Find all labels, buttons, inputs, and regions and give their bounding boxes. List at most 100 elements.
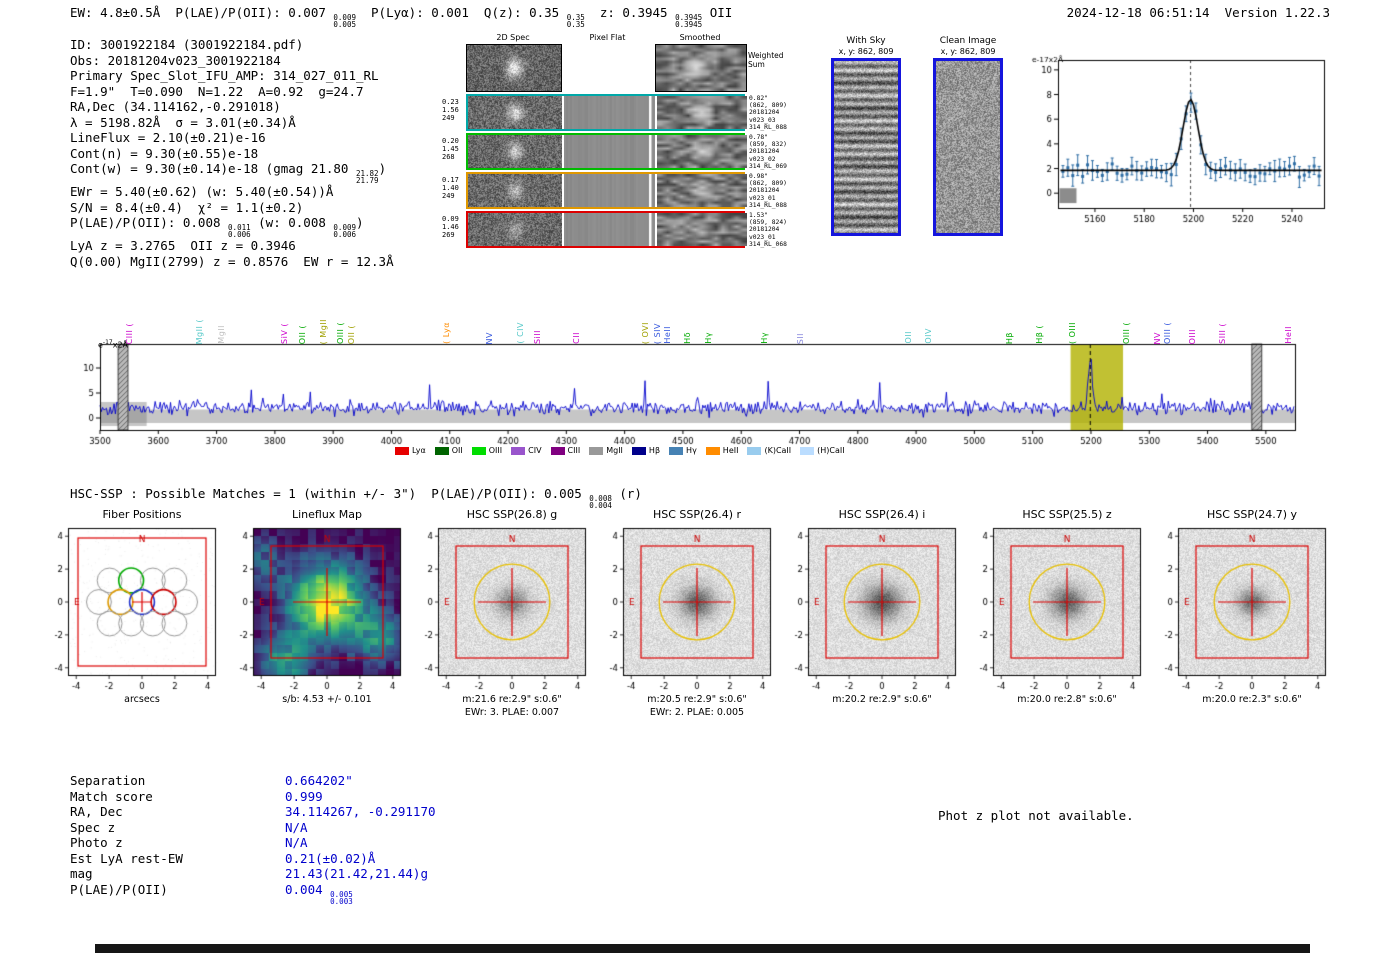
annotation-line: (859, 832) [749, 141, 787, 149]
fiber-weights: 0.09 1.46 269 [442, 215, 464, 240]
table-row-value: N/A [285, 820, 308, 836]
cutout-title-fiber: Fiber Positions [102, 508, 182, 521]
info-line: λ = 5198.82Å σ = 3.01(±0.34)Å [70, 115, 394, 131]
fraction-bottom: 0.35 [566, 20, 585, 29]
line-label: OIV [923, 328, 933, 344]
line-label: SiV ( [279, 323, 289, 344]
stacked-fraction: 0.009 0.005 [333, 14, 356, 29]
legend-item: Hβ [631, 446, 660, 455]
legend-swatch [589, 446, 604, 455]
table-row: Separation 0.664202" [70, 773, 436, 789]
fraction-bottom: 0.006 [228, 230, 251, 239]
annotation-line: 20181204 [749, 109, 780, 117]
text-segment: N/A [285, 819, 308, 835]
legend-swatch [471, 446, 486, 455]
legend-item: MgII [589, 446, 623, 455]
fiber-weights: 0.20 1.45 268 [442, 137, 464, 162]
fiber-annotation: 1.53" (859, 824) 20181204 v023_01 314_RL_068 [749, 212, 795, 248]
text-segment: ID: 3001922184 (3001922184.pdf) [70, 37, 304, 52]
info-line: F=1.9" T=0.090 N=1.22 A=0.92 g=24.7 [70, 84, 394, 100]
fiber-annotation: 0.78" (859, 832) 20181204 v023_02 314_RL_069 [749, 134, 795, 170]
legend-swatch [800, 446, 815, 455]
table-row: Spec z N/A [70, 820, 436, 836]
cutout-title-img: HSC SSP(26.8) g [466, 508, 558, 521]
cutout-caption: EWr: 2. PLAE: 0.005 [649, 707, 745, 718]
weight-value: 1.56 [442, 106, 459, 115]
cutout-title-img: HSC SSP(26.4) r [652, 508, 742, 521]
full-spectrum-plot [80, 336, 1315, 450]
legend-item: (K)CaII [747, 446, 791, 455]
text-segment: EWr = 5.40(±0.62) (w: 5.40(±0.54))Å [70, 184, 334, 199]
cutout-title-img: HSC SSP(26.4) i [838, 508, 926, 521]
fiber-smoothed-image [657, 213, 747, 246]
legend-item: (H)CaII [800, 446, 845, 455]
stacked-fraction: 0.005 0.003 [330, 890, 353, 905]
legend-item: CIII [550, 446, 580, 455]
legend-label: OII [451, 446, 463, 455]
weight-value: 268 [442, 153, 455, 162]
annotation-line: 20181204 [749, 187, 780, 195]
text-segment: HSC-SSP : Possible Matches = 1 (within +… [70, 486, 590, 501]
annotation-line: 20181204 [749, 226, 780, 234]
stacked-fraction: 0.35 0.35 [566, 14, 585, 29]
info-line: ID: 3001922184 (3001922184.pdf) [70, 37, 394, 53]
sum-word: Sum [748, 59, 765, 69]
text-segment: 34.114267, -0.291170 [285, 804, 436, 819]
line-label: CII [571, 332, 581, 344]
text-segment: Q(0.00) MgII(2799) z = 0.8576 EW r = 12.… [70, 253, 394, 269]
text-segment: 0.21(±0.02)Å [285, 850, 376, 866]
annotation-line: 314_RL_088 [749, 123, 787, 131]
fiber-pixelflat-image [564, 174, 655, 207]
info-line: Q(0.00) MgII(2799) z = 0.8576 EW r = 12.… [70, 254, 394, 270]
clean-image [933, 58, 1003, 236]
line-label: ( OIII [1068, 321, 1078, 344]
line-label: NV [1153, 331, 1162, 344]
weight-value: 0.09 [442, 215, 459, 223]
line-label: NV [484, 331, 494, 344]
text-segment: 0.664202" [285, 773, 353, 788]
table-row: mag 21.43(21.42,21.44)g [70, 866, 436, 882]
cutout-title-heat: Lineflux Map [291, 508, 363, 521]
col-title-2dspec: 2D Spec [496, 33, 530, 42]
annotation-line: 0.78" [749, 134, 768, 141]
weight-value: 249 [442, 192, 455, 201]
weight-value: 0.17 [442, 176, 459, 184]
weighted-smoothed-image [655, 44, 747, 92]
fiber-weights: 0.23 1.56 249 [442, 98, 464, 123]
legend-label: CIV [528, 446, 542, 455]
text-segment: P(Lyα): 0.001 Q(z): 0.35 [355, 5, 567, 20]
stacked-fraction: 0.009 0.006 [333, 224, 356, 239]
table-row-value: 0.999 [285, 789, 323, 805]
info-line: P(LAE)/P(OII): 0.008 0.011 0.006 (w: 0.00… [70, 215, 394, 238]
text-segment: F=1.9" T=0.090 N=1.22 A=0.92 g=24.7 [70, 83, 364, 99]
annotation-line: 1.53" [749, 212, 768, 219]
fraction-top: 0.008 [589, 494, 612, 503]
table-row: P(LAE)/P(OII) 0.004 0.005 0.003 [70, 882, 436, 905]
fraction-top: 0.3945 [675, 13, 703, 22]
clean-title: Clean Image [939, 36, 997, 46]
line-label: OIII [1187, 328, 1197, 344]
photz-note: Phot z plot not available. [938, 808, 1134, 823]
table-row-label: mag [70, 866, 93, 881]
cutout-caption: EWr: 3. PLAE: 0.007 [464, 707, 560, 718]
text-segment: 0.999 [285, 788, 323, 804]
legend-swatch [395, 446, 409, 455]
text-segment: z: 0.3945 [584, 5, 676, 20]
table-row: Est LyA rest-EW 0.21(±0.02)Å [70, 851, 436, 867]
fiber-pixelflat-image [564, 135, 655, 168]
stacked-fraction: 0.011 0.006 [228, 224, 251, 239]
flux-units-label: e-17x2Å [98, 339, 128, 350]
cutout-caption: m:20.2 re:2.9" s:0.6" [832, 694, 932, 705]
table-row-value: 21.43(21.42,21.44)g [285, 866, 428, 882]
line-label: SII [796, 332, 806, 344]
annotation-line: v023_02 [749, 155, 776, 163]
spec2d-row [466, 94, 747, 131]
match-table: Separation 0.664202" Match score 0.999 RA, D… [70, 773, 436, 905]
stacked-fraction: 21.82 21.79 [356, 170, 379, 185]
table-row-label: RA, Dec [70, 804, 123, 819]
table-row-value: 0.004 0.005 0.003 [285, 882, 353, 905]
annotation-line: (859, 824) [749, 219, 787, 227]
annotation-line: (862, 809) [749, 180, 787, 188]
cutout-fiber-panel [34, 524, 219, 696]
fiber-2dspec-image [468, 174, 562, 207]
